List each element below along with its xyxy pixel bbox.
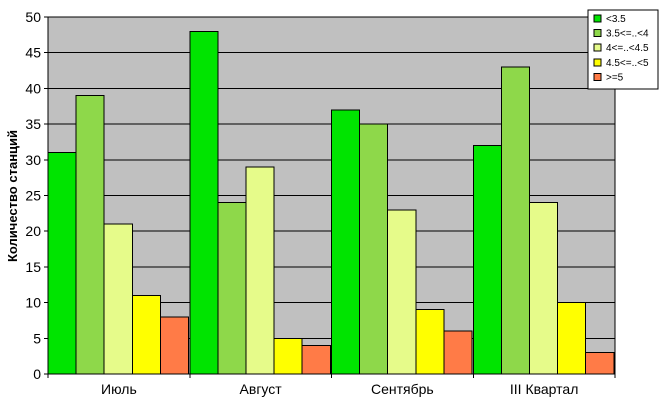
legend-entry: >=5 (606, 72, 624, 83)
bar-5-1 (159, 316, 189, 375)
bar-3-1 (103, 223, 133, 375)
y-tick-label: 40 (25, 80, 41, 96)
bar-5-3 (443, 330, 473, 375)
x-tick-label: Июль (101, 381, 137, 397)
legend-entry: 3.5<=..<4 (606, 29, 649, 40)
x-tick-label: III Квартал (510, 381, 578, 397)
bar-4-4 (557, 302, 587, 375)
bar-5-2 (301, 344, 331, 375)
legend-swatch (593, 72, 602, 81)
legend-entry: <3.5 (606, 14, 626, 25)
bar-3-3 (387, 209, 417, 375)
y-tick-label: 5 (33, 330, 41, 346)
y-tick-label: 35 (25, 116, 41, 132)
bar-2-3 (359, 123, 389, 375)
y-tick-label: 0 (33, 366, 41, 382)
y-tick-label: 20 (25, 223, 41, 239)
bar-4-1 (131, 294, 161, 375)
legend-entry: 4.5<=..<5 (606, 58, 649, 69)
bar-3-4 (528, 202, 559, 375)
bar-1-4 (472, 145, 502, 375)
legend-swatch (593, 43, 602, 52)
y-axis-label: Количество станций (5, 130, 20, 262)
bar-5-4 (585, 352, 615, 375)
legend-entry: 4<=..<4.5 (606, 43, 649, 54)
y-tick-label: 45 (25, 45, 41, 61)
y-tick-label: 30 (25, 152, 41, 168)
bar-1-3 (331, 109, 361, 375)
bar-4-2 (273, 337, 303, 375)
bar-4-3 (415, 309, 445, 375)
bar-1-2 (189, 30, 219, 375)
legend-swatch (593, 29, 602, 38)
y-tick-label: 25 (25, 188, 41, 204)
bar-2-2 (217, 202, 247, 375)
legend-swatch (593, 58, 602, 67)
legend-swatch (593, 14, 602, 23)
legend: <3.5 3.5<=..<4 4<=..<4.5 4.5<=..<5 >=5 (587, 9, 659, 90)
y-tick-label: 15 (25, 259, 41, 275)
bar-2-4 (500, 66, 530, 375)
bar-2-1 (75, 95, 105, 375)
y-tick-label: 50 (25, 9, 41, 25)
bars (47, 30, 615, 375)
y-tick-label: 10 (25, 295, 41, 311)
bar-3-2 (245, 166, 275, 375)
x-tick-labels: Июль Август Сентябрь III Квартал (101, 381, 578, 397)
x-tick-label: Сентябрь (371, 381, 434, 397)
y-tick-labels: 0 5 10 15 20 25 30 35 40 45 50 (25, 9, 41, 382)
bar-1-1 (47, 152, 77, 375)
x-tick-label: Август (240, 381, 283, 397)
